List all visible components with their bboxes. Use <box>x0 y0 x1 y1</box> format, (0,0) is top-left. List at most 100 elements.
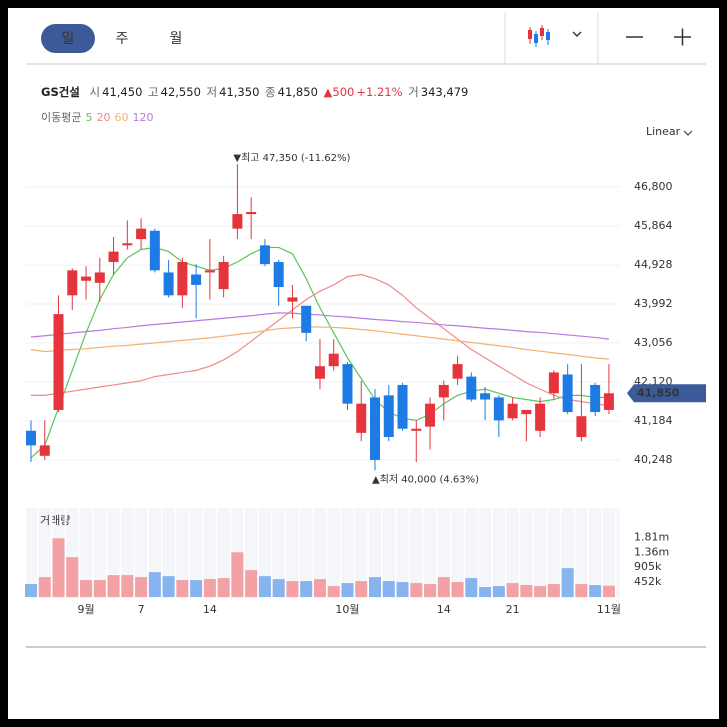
candle-body <box>287 297 298 302</box>
volume-bar <box>479 587 492 597</box>
candle-body <box>67 270 78 296</box>
candle-body <box>259 245 270 265</box>
y-tick-label: 43,056 <box>634 336 673 349</box>
candle-body <box>521 409 532 415</box>
volume-bar <box>602 585 615 597</box>
period-tab[interactable]: 주 <box>116 31 129 47</box>
volume-bar <box>272 579 285 597</box>
candle-body <box>507 403 518 419</box>
candle-body <box>204 270 215 273</box>
stock-name: GS건설 <box>41 85 80 99</box>
low-annotation: ▲최저 40,000 (4.63%) <box>372 473 479 485</box>
volume-bar <box>465 578 478 597</box>
y-tick-label: 43,992 <box>634 297 673 310</box>
candle-body <box>39 445 50 456</box>
x-tick-label: 11월 <box>597 603 621 616</box>
x-tick-label: 7 <box>138 603 145 616</box>
candle-body <box>535 403 546 431</box>
y-tick-label: 41,184 <box>634 414 673 427</box>
candle-body <box>576 416 587 438</box>
current-price-tag <box>627 384 706 403</box>
period-tab[interactable]: 월 <box>170 31 183 47</box>
quote-summary: GS건설 시 41,450 고 42,550 저 41,350 종 41,850 ▲50… <box>41 85 468 99</box>
volume-bar <box>93 580 106 597</box>
candle-body <box>438 384 449 398</box>
volume-bar <box>589 585 602 597</box>
volume-bar <box>506 583 519 597</box>
y-tick-label: 44,928 <box>634 258 673 271</box>
x-tick-label: 14 <box>437 603 451 616</box>
quote-value: 343,479 <box>421 85 469 99</box>
legend-entry: 60 <box>114 111 128 124</box>
y-tick-label: 905k <box>634 560 662 573</box>
candle-body <box>122 243 133 246</box>
scale-toggle[interactable]: Linear <box>646 125 681 138</box>
active-tab-pill <box>41 24 95 53</box>
candle-body <box>480 393 491 400</box>
chart-type-icon[interactable] <box>528 25 550 47</box>
candle-body <box>232 214 243 229</box>
candle-body <box>94 272 105 283</box>
volume-bar <box>547 584 560 597</box>
quote-label: 저 <box>207 85 218 99</box>
volume-bar <box>492 586 505 597</box>
y-tick-label: 1.81m <box>634 530 669 543</box>
candle-body <box>370 397 380 460</box>
chart-type-dropdown[interactable] <box>572 31 582 37</box>
volume-bar <box>162 576 175 597</box>
volume-bar <box>66 557 79 597</box>
volume-bar <box>52 538 65 597</box>
volume-bar <box>451 582 464 597</box>
y-tick-label: 45,864 <box>634 219 673 232</box>
zoom-in-button[interactable] <box>674 28 691 46</box>
candle-body <box>411 428 422 431</box>
quote-value: 41,350 <box>219 85 259 99</box>
volume-bar <box>396 582 409 597</box>
volume-bar <box>369 577 381 597</box>
candle-body <box>342 364 353 404</box>
quote-value: 41,850 <box>278 85 318 99</box>
period-tab[interactable]: 일 <box>62 31 75 47</box>
volume-bar <box>355 581 368 597</box>
volume-bar <box>38 577 51 597</box>
x-tick-label: 9월 <box>77 603 94 616</box>
volume-bar <box>410 583 423 597</box>
candle-body <box>314 366 325 379</box>
candle-body <box>163 272 174 296</box>
volume-bar <box>341 583 354 597</box>
ma-legend: 이동평균 5 20 60 120 <box>41 111 153 124</box>
quote-label: 거 <box>408 85 419 99</box>
moving-average-line <box>30 312 609 340</box>
candle-body <box>81 276 92 281</box>
candle-body <box>562 374 573 413</box>
candle-body <box>246 212 257 215</box>
volume-bar <box>176 580 189 597</box>
volume-bar <box>300 581 313 597</box>
moving-average-line <box>30 326 609 360</box>
x-tick-label: 10월 <box>335 603 359 616</box>
x-tick-label: 21 <box>506 603 520 616</box>
candle-body <box>328 353 339 367</box>
volume-bar <box>148 572 161 597</box>
candle-body <box>191 274 202 285</box>
legend-entry: 20 <box>96 111 110 124</box>
candle-body <box>26 430 36 446</box>
volume-bar <box>135 577 148 597</box>
candle-body <box>383 395 394 438</box>
candle-body <box>53 314 64 410</box>
quote-value: 42,550 <box>161 85 201 99</box>
candle-body <box>548 372 559 394</box>
volume-bar <box>575 584 588 597</box>
volume-bar <box>107 575 120 597</box>
candle-body <box>603 393 614 410</box>
candle-body <box>273 262 284 288</box>
quote-label: 시 <box>90 85 101 99</box>
y-tick-label: 46,800 <box>634 180 673 193</box>
volume-bar <box>190 580 203 597</box>
volume-bar <box>534 586 547 597</box>
candle-body <box>452 364 463 379</box>
volume-bar <box>286 581 299 597</box>
scale-dropdown[interactable] <box>683 130 693 136</box>
candle-body <box>425 403 436 427</box>
